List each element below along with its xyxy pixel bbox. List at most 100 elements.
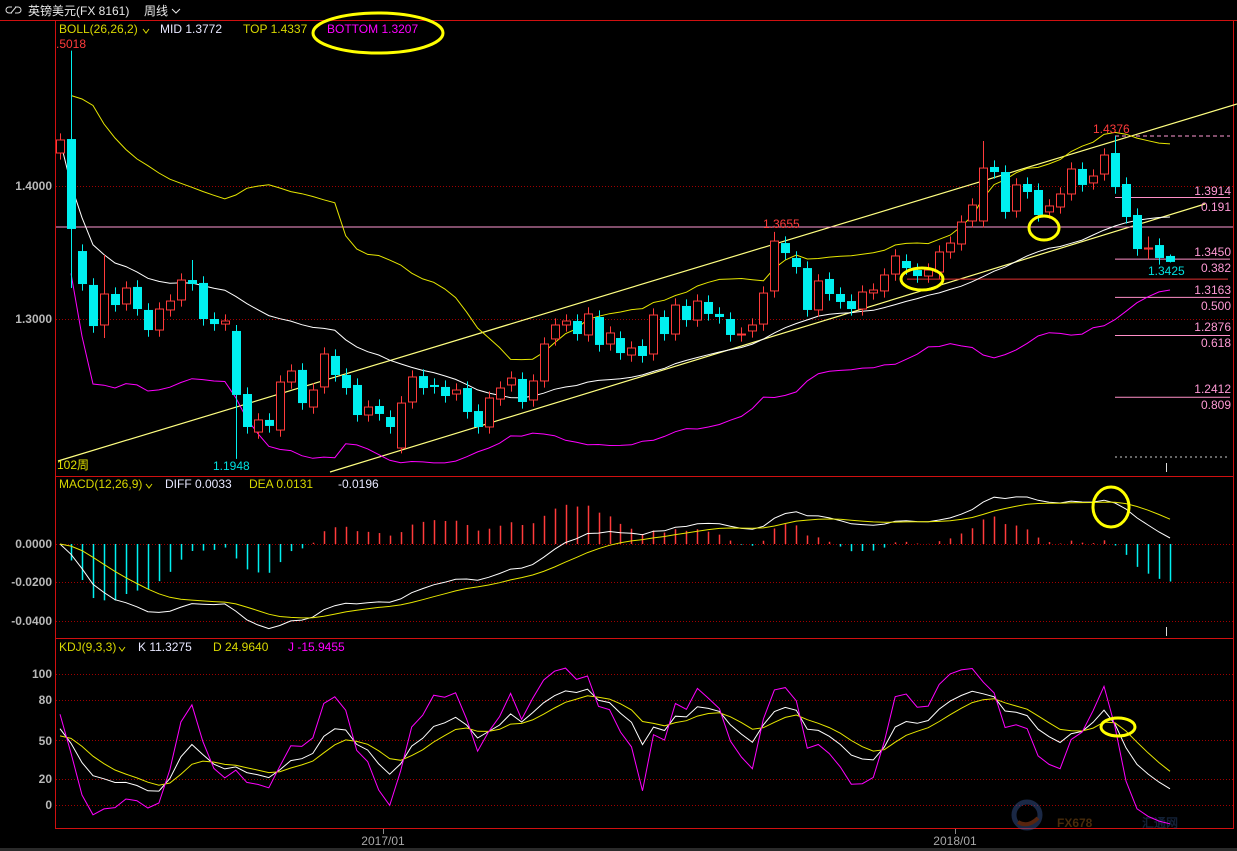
candle-body — [825, 278, 834, 294]
candle — [1089, 169, 1098, 190]
macd-params[interactable]: MACD(12,26,9) — [59, 477, 142, 491]
fib-price: 1.3450 — [1194, 245, 1231, 259]
candle-body — [518, 378, 527, 402]
candle-body — [671, 304, 680, 335]
kdj-d-value: D 24.9640 — [213, 640, 269, 654]
candle — [682, 299, 691, 327]
candle-body — [935, 251, 944, 273]
macd-plot — [59, 496, 1172, 630]
candle-body — [276, 381, 285, 431]
link-icon[interactable] — [5, 6, 22, 14]
candle-body — [1045, 205, 1054, 213]
candle — [89, 278, 98, 333]
candle — [825, 272, 834, 301]
candle — [287, 364, 296, 389]
candle-body — [616, 338, 625, 354]
candle — [485, 391, 494, 434]
candle-body — [375, 405, 384, 414]
price-tick: 1.3000 — [15, 312, 52, 326]
channel-upper-line[interactable] — [57, 103, 1237, 462]
candle-body — [166, 300, 175, 311]
chevron-down-icon[interactable] — [145, 483, 153, 489]
boll-params[interactable]: BOLL(26,26,2) — [59, 22, 138, 36]
candle — [243, 387, 252, 434]
candle-body — [1023, 184, 1032, 192]
candle — [595, 310, 604, 352]
candle-body — [1133, 214, 1142, 250]
candle — [836, 287, 845, 309]
candle-body — [67, 139, 76, 229]
candle-body — [902, 261, 911, 269]
candle-body — [847, 301, 856, 310]
candle-body — [803, 268, 812, 310]
candle — [1122, 177, 1131, 224]
price-labels: .5018 1.1948 1.3655 1.4376 1.3425 102周 — [56, 37, 1185, 473]
candle-body — [737, 333, 746, 336]
chevron-down-icon[interactable] — [118, 646, 126, 652]
candle — [507, 371, 516, 392]
candle — [122, 281, 131, 311]
candle — [144, 303, 153, 337]
candle — [1012, 178, 1021, 218]
candle-body — [759, 292, 768, 325]
candle-body — [924, 269, 933, 277]
candle-body — [441, 386, 450, 397]
candle-body — [210, 319, 219, 325]
kdj-params[interactable]: KDJ(9,3,3) — [59, 640, 116, 654]
candle-body — [1089, 175, 1098, 184]
candle — [584, 307, 593, 342]
candle — [276, 375, 285, 437]
candle — [188, 259, 197, 291]
candle-body — [726, 319, 735, 335]
candle-body — [199, 282, 208, 319]
candle — [397, 396, 406, 454]
candle-body — [781, 243, 790, 254]
candle — [1144, 236, 1153, 260]
candle — [353, 378, 362, 422]
channel-lower-line[interactable] — [329, 203, 1206, 473]
kdj-j-value: J -15.9455 — [288, 640, 345, 654]
candle-body — [814, 280, 823, 311]
candle-body — [309, 389, 318, 408]
kdj-tick: 100 — [32, 667, 52, 681]
candle-body — [540, 343, 549, 382]
candle-body — [946, 242, 955, 253]
kdj-header: KDJ(9,3,3) K 11.3275 D 24.9640 J -15.945… — [59, 640, 345, 654]
candle-body — [562, 320, 571, 326]
kdj-tick: 20 — [39, 772, 53, 786]
candle — [671, 298, 680, 341]
candle — [770, 231, 779, 298]
period-selector[interactable]: 周线 — [144, 4, 168, 18]
fib-ratio: 0.191 — [1201, 200, 1231, 214]
candle-body — [397, 402, 406, 449]
candle — [1001, 165, 1010, 219]
candle-body — [1056, 193, 1065, 208]
chevron-down-icon[interactable] — [171, 8, 181, 14]
candle-body — [331, 355, 340, 375]
candle — [693, 294, 702, 327]
candle — [78, 244, 87, 291]
boll-top-value: TOP 1.4337 — [243, 22, 308, 36]
candle-body — [56, 139, 65, 154]
candle — [803, 261, 812, 317]
candle-body — [693, 300, 702, 321]
candle-body — [386, 417, 395, 427]
candle — [221, 314, 230, 331]
candle-body — [891, 255, 900, 275]
candle — [573, 314, 582, 341]
watermark-cn: 汇通网 — [1142, 815, 1178, 830]
candle — [254, 413, 263, 439]
chevron-down-icon[interactable] — [142, 28, 150, 34]
candle — [419, 369, 428, 395]
fib-price: 1.2412 — [1194, 382, 1231, 396]
candle — [1155, 238, 1164, 265]
candle-body — [100, 293, 109, 326]
candle — [155, 302, 164, 337]
annotation-ellipse — [311, 11, 445, 55]
macd-dea-value: DEA 0.0131 — [249, 477, 313, 491]
price-tick: 1.4000 — [15, 179, 52, 193]
candle — [979, 141, 988, 228]
candle — [496, 381, 505, 406]
candle — [309, 383, 318, 414]
